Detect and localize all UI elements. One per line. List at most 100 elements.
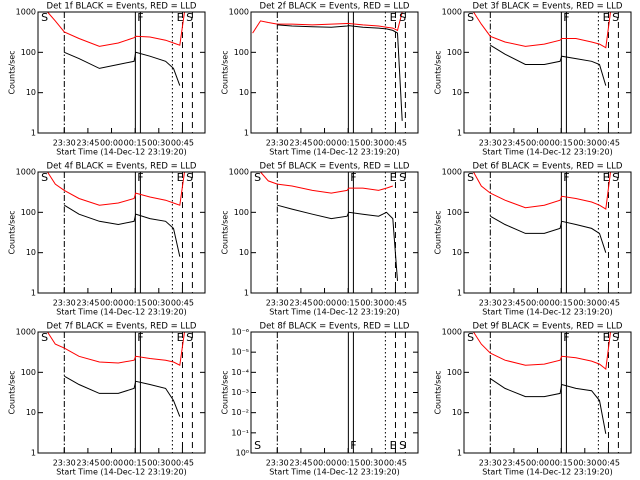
y-tick-label: 10 (452, 88, 462, 97)
y-tick-label: 100 (447, 48, 462, 57)
panel: Det 7f BLACK = Events, RED = LLD Counts/s… (8, 322, 206, 477)
x-tick-label: 00:00 (313, 459, 336, 468)
panel-title: Det 4f BLACK = Events, RED = LLD (47, 162, 197, 172)
plot-frame (250, 331, 419, 454)
event-label: E (177, 11, 184, 24)
series-line (490, 44, 607, 86)
x-tick-label: 23:45 (502, 139, 525, 148)
series-line (473, 331, 611, 371)
event-label: S (41, 11, 48, 24)
event-label: E (177, 331, 184, 344)
event-label: S (186, 171, 193, 184)
event-label: S (41, 171, 48, 184)
y-tick-label: 10 (452, 248, 462, 257)
event-label: S (612, 11, 619, 24)
panel-title: Det 7f BLACK = Events, RED = LLD (47, 322, 197, 332)
event-label: S (399, 439, 406, 452)
y-tick-label: 10⁻⁶ (231, 328, 249, 337)
x-tick-label: 00:45 (384, 459, 407, 468)
event-label: E (177, 171, 184, 184)
x-tick-label: 00:15 (550, 139, 573, 148)
x-axis-label: Start Time (14-Dec-12 23:19:20) (482, 468, 613, 477)
event-label: S (186, 331, 193, 344)
plot-frame (463, 11, 632, 134)
y-axis-label: Counts/sec (221, 210, 230, 254)
y-tick-label: 10 (26, 88, 36, 97)
series-line (47, 171, 185, 206)
x-tick-label: 23:45 (502, 459, 525, 468)
y-tick-label: 1 (244, 289, 249, 298)
series-line (277, 24, 403, 121)
x-tick-label: 23:45 (502, 299, 525, 308)
y-tick-label: 100 (234, 208, 249, 217)
panel: Det 3f BLACK = Events, RED = LLD Counts/s… (434, 2, 632, 157)
x-tick-label: 00:00 (100, 299, 123, 308)
y-tick-label: 1 (457, 129, 462, 138)
y-tick-label: 1000 (16, 8, 36, 17)
x-tick-label: 00:15 (550, 459, 573, 468)
x-axis-label: Start Time (14-Dec-12 23:19:20) (269, 468, 400, 477)
x-tick-label: 00:30 (573, 139, 596, 148)
panel: Det 9f BLACK = Events, RED = LLD Counts/s… (434, 322, 632, 477)
event-label: E (603, 171, 610, 184)
y-axis-label: Counts/sec (8, 370, 17, 414)
panel-title: Det 8f BLACK = Events, RED = LLD (260, 322, 410, 332)
panel: Det 6f BLACK = Events, RED = LLD Counts/s… (434, 162, 632, 317)
series-line (64, 204, 181, 257)
y-tick-label: 1 (457, 449, 462, 458)
y-tick-label: 10⁰ (236, 449, 249, 458)
y-tick-label: 10⁻² (231, 408, 249, 417)
event-label: F (350, 171, 356, 184)
x-tick-label: 00:45 (171, 459, 194, 468)
x-tick-label: 23:30 (479, 139, 502, 148)
event-label: F (563, 11, 569, 24)
y-tick-label: 1000 (229, 8, 249, 17)
x-tick-label: 00:15 (337, 139, 360, 148)
x-tick-label: 00:15 (124, 299, 147, 308)
event-label: S (254, 439, 261, 452)
x-tick-label: 00:30 (573, 459, 596, 468)
x-axis-label: Start Time (14-Dec-12 23:19:20) (482, 148, 613, 157)
panel-title: Det 9f BLACK = Events, RED = LLD (473, 322, 623, 332)
series-line (473, 11, 611, 49)
event-label: S (467, 11, 474, 24)
x-tick-label: 00:30 (360, 139, 383, 148)
x-tick-label: 00:15 (124, 139, 147, 148)
panel: Det 8f BLACK = Events, RED = LLD Counts/s… (221, 322, 419, 477)
event-label: S (612, 171, 619, 184)
x-tick-label: 23:30 (53, 459, 76, 468)
x-tick-label: 00:00 (313, 139, 336, 148)
x-tick-label: 00:45 (597, 139, 620, 148)
panel: Det 1f BLACK = Events, RED = LLD Counts/s… (8, 2, 206, 157)
x-tick-label: 00:00 (313, 299, 336, 308)
panel-title: Det 6f BLACK = Events, RED = LLD (473, 162, 623, 172)
x-tick-label: 00:45 (384, 299, 407, 308)
event-label: F (137, 331, 143, 344)
series-line (490, 378, 607, 434)
y-tick-label: 10⁻⁴ (231, 368, 249, 377)
x-tick-label: 00:30 (360, 459, 383, 468)
event-label: S (467, 331, 474, 344)
series-line (64, 375, 181, 417)
series-line (277, 204, 398, 281)
y-axis-label: Counts/sec (221, 370, 230, 414)
series-line (260, 171, 393, 194)
y-tick-label: 10 (239, 248, 249, 257)
series-line (252, 11, 403, 34)
x-tick-label: 00:15 (124, 459, 147, 468)
series-line (490, 215, 607, 253)
y-tick-label: 1 (244, 129, 249, 138)
y-tick-label: 1 (457, 289, 462, 298)
y-tick-label: 10 (452, 408, 462, 417)
y-tick-label: 10⁻¹ (231, 428, 249, 437)
x-tick-label: 23:30 (266, 139, 289, 148)
x-tick-label: 23:45 (289, 459, 312, 468)
event-label: F (137, 11, 143, 24)
panel: Det 5f BLACK = Events, RED = LLD Counts/s… (221, 162, 419, 317)
x-tick-label: 23:45 (76, 299, 99, 308)
x-tick-label: 23:30 (53, 299, 76, 308)
event-label: E (603, 331, 610, 344)
event-label: S (612, 331, 619, 344)
y-tick-label: 100 (21, 368, 36, 377)
